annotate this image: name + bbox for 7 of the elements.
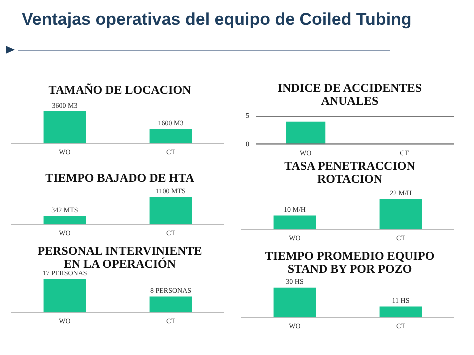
chart-title: TAMAÑO DE LOCACION <box>48 83 192 97</box>
text: Ventajas operativas del equipo de Coiled Tubing <box>22 10 412 30</box>
chart-title: TASA PENETRACCION ROTACION <box>284 159 416 186</box>
chart-title: INDICE DE ACCIDENTES ANUALES <box>276 81 424 108</box>
chart-title: TIEMPO BAJADO DE HTA <box>44 171 196 185</box>
chart-title: PERSONAL INTERVINIENTE EN LA OPERACIÓN <box>36 244 204 271</box>
chart-title: TIEMPO PROMEDIO EQUIPO STAND BY POR POZO <box>264 249 436 276</box>
